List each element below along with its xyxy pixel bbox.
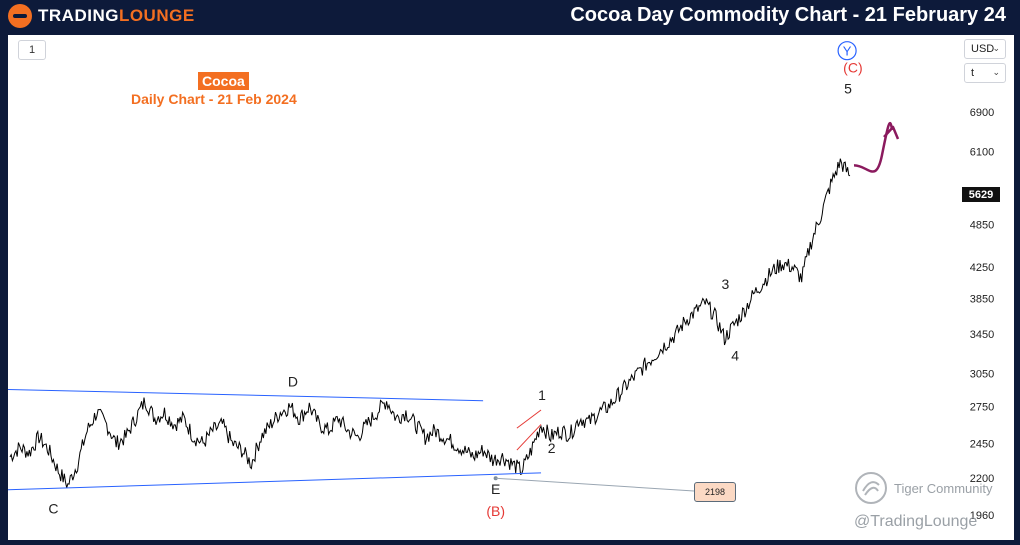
last-price-tag: 5629 (962, 187, 1000, 202)
wave-label-b: (B) (486, 503, 505, 519)
currency-label: USD (971, 43, 995, 55)
low-callout-line (495, 477, 695, 492)
price-line (9, 158, 851, 488)
wave1-channel-lower (516, 424, 542, 451)
wave-label-w3: 3 (722, 276, 730, 292)
wave-label-e: E (491, 481, 500, 497)
wave-label-w5: 5 (844, 81, 852, 97)
wave-label-y: Y (843, 44, 852, 59)
y-tick-label: 3450 (970, 329, 994, 341)
header-bar: TRADING LOUNGE Cocoa Day Commodity Chart … (0, 0, 1020, 33)
logo-icon (8, 4, 32, 28)
currency-select[interactable]: USD ⌄ (964, 39, 1006, 59)
community-text: Tiger Community (894, 480, 993, 496)
y-tick-label: 6900 (970, 107, 994, 119)
wave-label-cc: (C) (843, 60, 862, 76)
wave-y-circle (837, 41, 857, 61)
site-watermark: @TradingLounge (854, 513, 978, 530)
interval-button[interactable]: 1 (18, 40, 46, 60)
low-price-callout: 2198 (694, 482, 736, 502)
wave1-channel-upper (516, 409, 542, 429)
upper-trendline (8, 388, 484, 402)
wave-label-w2: 2 (548, 440, 556, 456)
y-tick-label: 2450 (970, 438, 994, 450)
chevron-down-icon: ⌄ (992, 43, 1000, 53)
tiger-community-watermark: Tiger Community (854, 471, 992, 505)
chevron-down-icon: ⌄ (992, 67, 1000, 77)
wave-label-c: C (48, 500, 58, 516)
wave-label-w1: 1 (538, 387, 546, 403)
y-tick-label: 6100 (970, 146, 994, 158)
projection-arrow-head (883, 125, 900, 140)
logo-text-trading: TRADING (38, 6, 119, 25)
projection-arrow-path (853, 122, 894, 173)
logo-text-lounge: LOUNGE (118, 6, 195, 25)
y-tick-label: 4250 (970, 262, 994, 274)
wave-label-w4: 4 (731, 348, 739, 364)
scale-select[interactable]: t ⌄ (964, 63, 1006, 83)
page-title: Cocoa Day Commodity Chart - 21 February … (570, 4, 1006, 26)
chart-subtitle: Daily Chart - 21 Feb 2024 (131, 91, 297, 107)
y-tick-label: 2750 (970, 401, 994, 413)
tiger-logo-icon (855, 472, 887, 504)
scale-label: t (971, 67, 975, 79)
wave-label-d: D (288, 374, 298, 390)
tradinglounge-logo: TRADING LOUNGE (8, 3, 195, 29)
y-tick-label: 3850 (970, 294, 994, 306)
y-tick-label: 2200 (970, 473, 994, 485)
y-tick-label: 1960 (970, 510, 994, 522)
chart-title-badge: Cocoa (198, 72, 249, 90)
y-tick-label: 3050 (970, 368, 994, 380)
y-tick-label: 4850 (970, 220, 994, 232)
lower-trendline (8, 472, 542, 491)
